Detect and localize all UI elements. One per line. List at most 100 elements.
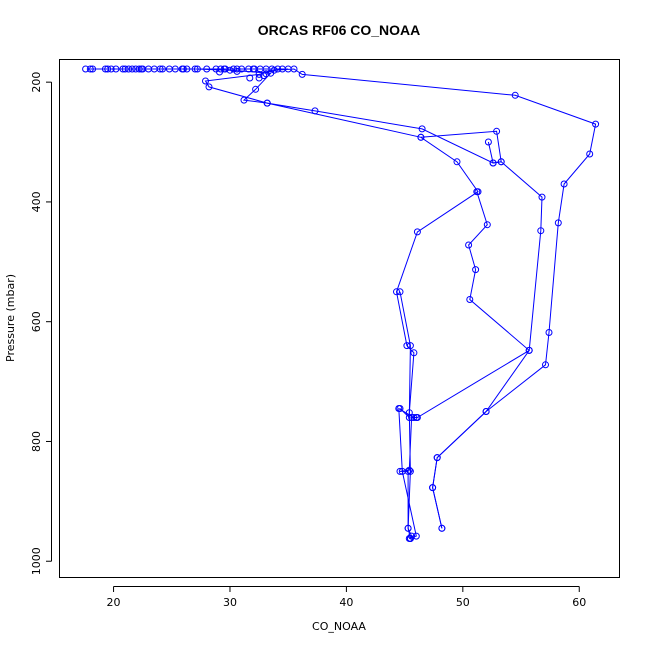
data-point xyxy=(104,65,112,73)
data-point xyxy=(554,219,562,227)
data-point xyxy=(263,99,271,107)
data-point xyxy=(429,484,437,492)
data-point xyxy=(255,74,263,82)
data-point xyxy=(159,65,166,73)
y-tick-label: 1000 xyxy=(30,547,43,575)
y-axis: 200 400 600 800 1000 xyxy=(30,72,52,575)
x-tick-label: 20 xyxy=(107,596,121,609)
data-point xyxy=(178,65,186,73)
data-point xyxy=(410,349,418,357)
data-point xyxy=(396,288,404,296)
data-point xyxy=(466,296,474,303)
series-line xyxy=(399,291,411,419)
data-point xyxy=(230,65,237,73)
data-point xyxy=(406,535,414,542)
chart-title: ORCAS RF06 CO_NOAA xyxy=(258,22,421,38)
data-point xyxy=(542,361,549,369)
data-point xyxy=(413,414,421,421)
y-tick-label: 400 xyxy=(30,191,43,212)
data-point xyxy=(473,188,481,196)
data-point xyxy=(89,65,97,73)
x-tick-label: 50 xyxy=(456,596,470,609)
data-point xyxy=(472,266,480,274)
data-series-4 xyxy=(396,288,414,421)
data-point xyxy=(107,65,115,73)
data-point xyxy=(404,524,412,532)
y-tick-label: 800 xyxy=(30,431,43,452)
data-point xyxy=(396,467,404,475)
data-point xyxy=(233,67,241,75)
data-point xyxy=(482,408,490,415)
data-point xyxy=(274,65,282,73)
data-point xyxy=(453,158,461,166)
data-point xyxy=(203,65,211,73)
data-point xyxy=(393,288,400,296)
data-point xyxy=(404,467,412,475)
data-point xyxy=(125,65,133,73)
data-point xyxy=(311,107,319,115)
data-point xyxy=(82,65,90,73)
series-layer xyxy=(82,65,600,542)
data-point xyxy=(298,70,306,78)
data-point xyxy=(183,65,191,73)
data-point xyxy=(278,65,286,73)
data-point xyxy=(246,74,254,82)
data-point xyxy=(205,83,213,91)
data-point xyxy=(497,158,505,166)
data-point xyxy=(396,405,404,412)
data-point xyxy=(560,180,568,188)
data-point xyxy=(418,125,426,133)
data-point xyxy=(121,65,129,73)
data-point xyxy=(216,68,223,76)
data-point xyxy=(545,329,553,336)
data-series-7 xyxy=(82,65,286,82)
data-point xyxy=(86,65,94,73)
data-point xyxy=(413,228,421,236)
series-line xyxy=(90,68,479,539)
data-point xyxy=(405,466,413,474)
data-point xyxy=(592,120,600,128)
data-point xyxy=(128,65,136,73)
data-point xyxy=(433,454,441,462)
plot-frame xyxy=(59,59,620,578)
data-point xyxy=(493,127,501,135)
data-point xyxy=(586,150,594,158)
data-point xyxy=(262,70,270,78)
data-point xyxy=(412,532,420,540)
data-series-5 xyxy=(202,65,600,542)
y-axis-label: Pressure (mbar) xyxy=(4,274,17,362)
data-point xyxy=(112,65,120,73)
data-point xyxy=(489,159,497,167)
data-point xyxy=(538,193,546,201)
data-point xyxy=(233,65,241,73)
data-point xyxy=(138,65,145,73)
y-tick-label: 200 xyxy=(30,72,43,93)
series-line xyxy=(420,130,502,164)
data-point xyxy=(290,65,298,73)
data-point xyxy=(484,138,492,146)
data-point xyxy=(150,65,158,73)
x-tick-label: 60 xyxy=(572,596,586,609)
data-point xyxy=(525,346,533,354)
data-series-6 xyxy=(417,127,505,167)
data-point xyxy=(537,227,545,235)
data-point xyxy=(171,65,179,73)
data-point xyxy=(406,342,414,350)
data-point xyxy=(511,91,519,99)
y-tick-label: 600 xyxy=(30,311,43,332)
data-point xyxy=(438,524,446,532)
x-tick-label: 30 xyxy=(223,596,237,609)
data-point xyxy=(202,77,209,85)
x-tick-label: 40 xyxy=(339,596,353,609)
data-point xyxy=(193,65,201,73)
data-point xyxy=(221,65,229,73)
data-point xyxy=(135,65,143,73)
data-point xyxy=(465,241,473,249)
data-point xyxy=(191,65,199,73)
data-point xyxy=(252,85,260,93)
x-axis-label: CO_NOAA xyxy=(312,620,366,633)
x-axis: 20 30 40 50 60 xyxy=(107,586,586,609)
data-point xyxy=(483,221,491,229)
